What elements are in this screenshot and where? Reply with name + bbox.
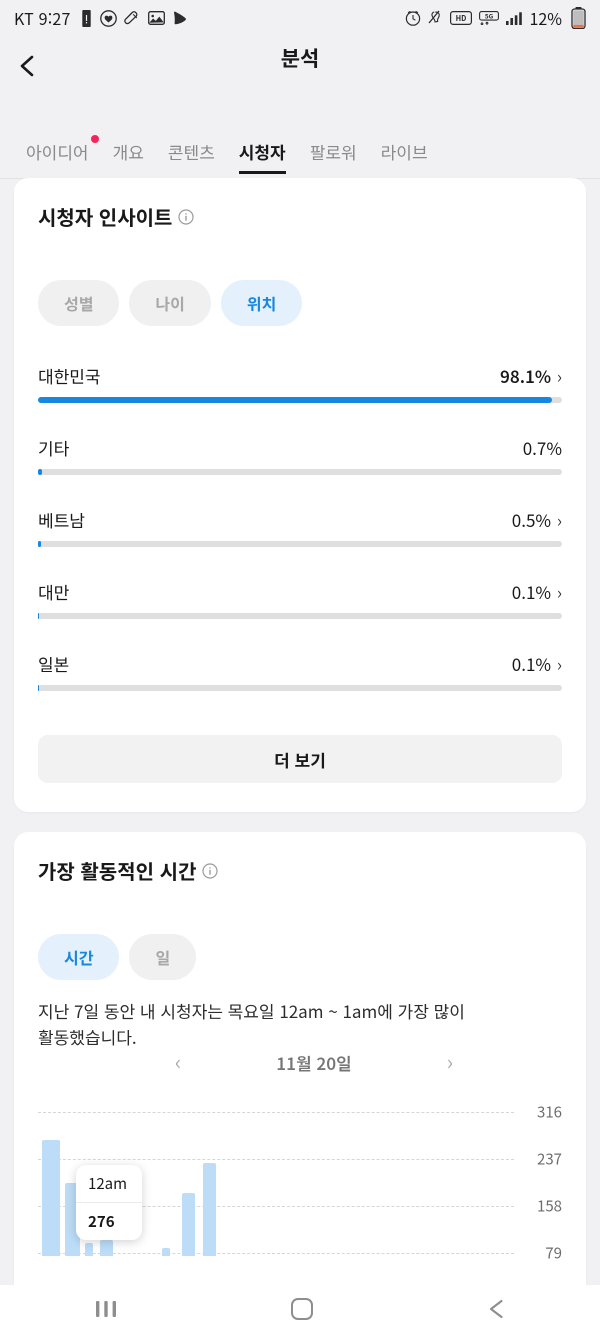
svg-text:HD: HD [455, 14, 466, 24]
svg-text:5G: 5G [484, 11, 493, 20]
